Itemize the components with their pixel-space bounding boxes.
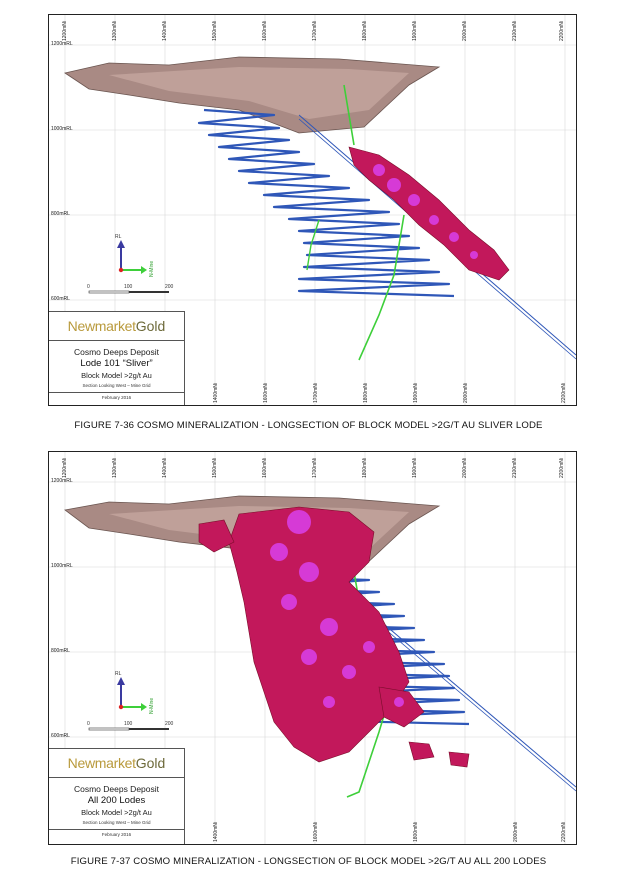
grid-top-label: 2200mNi (559, 457, 565, 478)
brand-logo: Newmarket Gold (49, 312, 184, 341)
grid-bottom-label: 2200mNi (561, 382, 567, 403)
scale-label: 100 (124, 721, 133, 727)
deposit-name: Cosmo Deeps Deposit (73, 347, 160, 357)
scale-label: 100 (124, 284, 133, 290)
rl-label: 1000mRL (51, 563, 73, 569)
rl-label: 800mRL (51, 211, 70, 217)
grid-bottom-label: 1400mNi (213, 382, 219, 403)
grid-top-label: 1600mNi (262, 457, 268, 478)
grid-top-label: 1900mNi (412, 457, 418, 478)
lode-name: All 200 Lodes (87, 795, 146, 806)
grid-top-label: 2100mNi (512, 20, 518, 41)
grid-top-label: 2100mNi (512, 457, 518, 478)
orient-north-label: N-Mine (149, 260, 155, 277)
grid-top-label: 1800mNi (362, 20, 368, 41)
model-desc: Block Model >2g/t Au (81, 808, 152, 817)
rl-label: 800mRL (51, 648, 70, 654)
grid-top-label: 1800mNi (362, 457, 368, 478)
orient-rl-label: RL (115, 234, 122, 240)
rl-label: 1200mRL (51, 478, 73, 484)
lode-name: Lode 101 “Sliver” (80, 358, 153, 369)
rl-label: 600mRL (51, 733, 70, 739)
grid-top-label: 1300mNi (112, 20, 118, 41)
grid-bottom-label: 2000mNi (513, 821, 519, 842)
grid-bottom-label: 2200mNi (561, 821, 567, 842)
grid-bottom-label: 2000mNi (463, 382, 469, 403)
lode-blocks (198, 506, 470, 768)
figure-caption: FIGURE 7-37 COSMO MINERALIZATION - LONGS… (70, 856, 547, 867)
grid-top-label: 1500mNi (212, 20, 218, 41)
grid-top-label: 1300mNi (112, 457, 118, 478)
rl-label: 1200mRL (51, 41, 73, 47)
figure-caption: FIGURE 7-36 COSMO MINERALIZATION - LONGS… (74, 420, 543, 431)
grid-bottom-label: 1900mNi (413, 382, 419, 403)
rl-label: 1000mRL (51, 126, 73, 132)
orient-north-label: N-Mine (149, 697, 155, 714)
model-desc: Block Model >2g/t Au (81, 371, 152, 380)
longsection-panel-sliver: 1200mRL 1000mRL 800mRL 600mRL 1200mNi 13… (48, 14, 577, 406)
orient-rl-label: RL (115, 671, 122, 677)
legend-box: Newmarket Gold Cosmo Deeps Deposit All 20… (49, 748, 185, 844)
longsection-panel-all-lodes: 1200mRL 1000mRL 800mRL 600mRL 1200mNi 13… (48, 451, 577, 845)
figure-date: February 2016 (49, 392, 184, 402)
longsection-drawing (49, 452, 576, 844)
rl-label: 600mRL (51, 296, 70, 302)
scale-label: 0 (87, 284, 90, 290)
grid-bottom-label: 1400mNi (213, 821, 219, 842)
grid-top-label: 1700mNi (312, 457, 318, 478)
grid-top-label: 1700mNi (312, 20, 318, 41)
section-desc: Section Looking West – Mine Grid (82, 383, 151, 388)
section-desc: Section Looking West – Mine Grid (82, 820, 151, 825)
grid-top-label: 1500mNi (212, 457, 218, 478)
grid-top-label: 1200mNi (62, 457, 68, 478)
brand-logo: Newmarket Gold (49, 749, 184, 778)
grid-bottom-label: 1600mNi (263, 382, 269, 403)
grid-bottom-label: 1700mNi (313, 382, 319, 403)
grid-bottom-label: 1600mNi (313, 821, 319, 842)
longsection-drawing (49, 15, 576, 405)
grid-top-label: 1400mNi (162, 457, 168, 478)
scale-label: 200 (165, 721, 174, 727)
deposit-name: Cosmo Deeps Deposit (73, 784, 160, 794)
grid-top-label: 1600mNi (262, 20, 268, 41)
grid-top-label: 1400mNi (162, 20, 168, 41)
grid-top-label: 1900mNi (412, 20, 418, 41)
grid-bottom-label: 1800mNi (413, 821, 419, 842)
figure-date: February 2016 (49, 829, 184, 839)
grid-top-label: 1200mNi (62, 20, 68, 41)
grid-top-label: 2000mNi (462, 457, 468, 478)
grid-top-label: 2200mNi (559, 20, 565, 41)
legend-box: Newmarket Gold Cosmo Deeps Deposit Lode 1… (49, 311, 185, 405)
grid-top-label: 2000mNi (462, 20, 468, 41)
grid-bottom-label: 1800mNi (363, 382, 369, 403)
scale-label: 200 (165, 284, 174, 290)
scale-label: 0 (87, 721, 90, 727)
